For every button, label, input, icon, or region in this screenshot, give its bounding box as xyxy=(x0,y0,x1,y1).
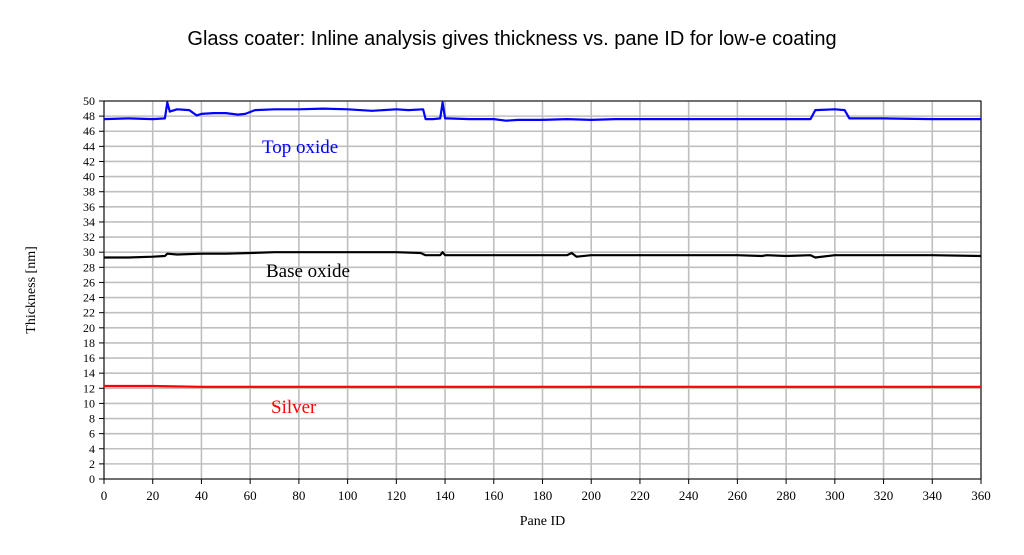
y-tick-label: 14 xyxy=(83,366,95,380)
y-tick-label: 36 xyxy=(83,200,95,214)
y-tick-label: 32 xyxy=(83,230,95,244)
y-tick-label: 46 xyxy=(83,124,95,138)
x-tick-label: 120 xyxy=(387,488,407,503)
series-label-base-oxide: Base oxide xyxy=(266,261,350,282)
grid xyxy=(103,100,982,480)
chart-title: Glass coater: Inline analysis gives thic… xyxy=(187,28,837,50)
axes: 0 20 40 60 80 100 120 140 160 180 200 220 240 260 280 3… xyxy=(83,94,991,503)
x-tick-label: 100 xyxy=(338,488,358,503)
x-tick-label: 300 xyxy=(825,488,845,503)
x-tick-label: 260 xyxy=(728,488,748,503)
x-tick-label: 140 xyxy=(435,488,455,503)
y-tick-label: 4 xyxy=(89,442,95,456)
y-tick-label: 40 xyxy=(83,170,95,184)
y-tick-label: 18 xyxy=(83,336,95,350)
y-tick-label: 42 xyxy=(83,154,95,168)
x-tick-label: 320 xyxy=(874,488,894,503)
y-tick-label: 22 xyxy=(83,306,95,320)
series-line-base-oxide xyxy=(104,251,982,259)
x-tick-label: 280 xyxy=(776,488,796,503)
y-tick-label: 12 xyxy=(83,381,95,395)
x-tick-label: 200 xyxy=(581,488,601,503)
y-tick-label: 24 xyxy=(83,291,95,305)
y-axis-label: Thickness [nm] xyxy=(24,246,39,333)
y-tick-label: 10 xyxy=(83,396,95,410)
y-tick-label: 30 xyxy=(83,245,95,259)
series-label-silver: Silver xyxy=(271,397,317,418)
y-tick-label: 2 xyxy=(89,457,95,471)
x-axis-label: Pane ID xyxy=(520,514,566,529)
y-tick-label: 38 xyxy=(83,185,95,199)
x-tick-label: 360 xyxy=(971,488,991,503)
series-lines xyxy=(103,101,982,388)
y-tick-label: 0 xyxy=(89,472,95,486)
series-line-silver xyxy=(104,384,981,388)
series-label-top-oxide: Top oxide xyxy=(262,137,338,158)
y-tick-label: 44 xyxy=(83,139,95,153)
x-tick-label: 40 xyxy=(195,488,208,503)
x-tick-label: 340 xyxy=(923,488,943,503)
y-tick-label: 48 xyxy=(83,109,95,123)
series-labels: Top oxide Base oxide Silver xyxy=(262,137,350,418)
y-tick-label: 28 xyxy=(83,260,95,274)
x-tick-label: 240 xyxy=(679,488,699,503)
x-tick-label: 0 xyxy=(101,488,108,503)
x-tick-label: 160 xyxy=(484,488,504,503)
y-tick-label: 26 xyxy=(83,275,95,289)
y-tick-label: 6 xyxy=(89,427,95,441)
x-tick-label: 180 xyxy=(533,488,553,503)
series-line-top-oxide xyxy=(103,101,981,122)
y-tick-label: 8 xyxy=(89,412,95,426)
y-tick-label: 50 xyxy=(83,94,95,108)
x-tick-label: 220 xyxy=(630,488,650,503)
x-tick-label: 60 xyxy=(244,488,257,503)
x-tick-label: 80 xyxy=(292,488,305,503)
y-tick-label: 34 xyxy=(83,215,95,229)
y-tick-label: 20 xyxy=(83,321,95,335)
x-tick-label: 20 xyxy=(146,488,159,503)
y-tick-label: 16 xyxy=(83,351,95,365)
